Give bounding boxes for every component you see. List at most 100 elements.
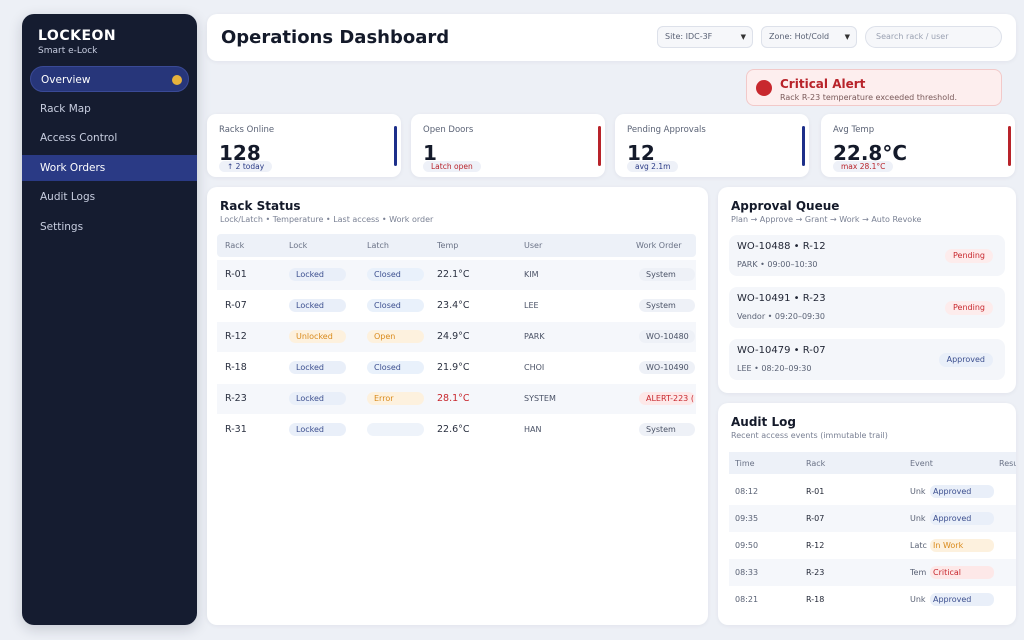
work-order-meta: PARK • 09:00–10:30 bbox=[737, 260, 818, 269]
approval-item[interactable]: WO-10479 • R-07 LEE • 08:20–09:30 Approved bbox=[729, 339, 1005, 380]
work-order-title: WO-10479 • R-07 bbox=[737, 345, 826, 356]
kpi-subtext: max 28.1°C bbox=[833, 161, 894, 172]
site-select[interactable]: Site: IDC-3F ▼ bbox=[657, 26, 753, 48]
sidebar-item-overview[interactable]: Overview bbox=[30, 66, 189, 92]
rack-id: R-01 bbox=[806, 487, 825, 496]
latch-status-badge bbox=[367, 423, 424, 436]
page-title: Operations Dashboard bbox=[221, 27, 450, 48]
rack-id: R-12 bbox=[225, 331, 247, 342]
kpi-card-avg-temp[interactable]: Avg Temp 22.8°C max 28.1°C bbox=[821, 114, 1015, 177]
sidebar-item-work-orders[interactable]: Work Orders bbox=[22, 154, 197, 181]
table-header: Rack Lock Latch Temp User Work Order bbox=[217, 234, 696, 257]
panel-title: Approval Queue bbox=[731, 199, 840, 213]
user-name: LEE bbox=[524, 301, 539, 310]
table-row[interactable]: 09:50 R-12 Latc In Work bbox=[729, 532, 1016, 559]
lock-status-badge: Locked bbox=[289, 392, 346, 405]
column-header[interactable]: Event bbox=[910, 459, 933, 468]
kpi-card-open-doors[interactable]: Open Doors 1 Latch open bbox=[411, 114, 605, 177]
site-select-value: Site: IDC-3F bbox=[665, 32, 713, 41]
table-row[interactable]: R-18 Locked Closed 21.9°C CHOI WO-10490 bbox=[217, 353, 696, 383]
table-row[interactable]: R-12 Unlocked Open 24.9°C PARK WO-10480 bbox=[217, 322, 696, 352]
user-name: SYSTEM bbox=[524, 394, 556, 403]
column-header[interactable]: Time bbox=[735, 459, 755, 468]
column-header[interactable]: Latch bbox=[367, 241, 389, 250]
alert-icon bbox=[756, 80, 772, 96]
status-badge: Pending bbox=[945, 301, 993, 315]
work-order-badge[interactable]: WO-10480 bbox=[639, 330, 695, 343]
panel-title: Audit Log bbox=[731, 415, 796, 429]
column-header[interactable]: Temp bbox=[437, 241, 459, 250]
temperature-value: 22.1°C bbox=[437, 269, 470, 280]
status-badge: Pending bbox=[945, 249, 993, 263]
user-name: KIM bbox=[524, 270, 539, 279]
temperature-value: 28.1°C bbox=[437, 393, 470, 404]
work-order-meta: Vendor • 09:20–09:30 bbox=[737, 312, 826, 321]
brand-subtitle: Smart e-Lock bbox=[38, 46, 98, 56]
table-row[interactable]: 08:33 R-23 Tem Critical bbox=[729, 559, 1016, 586]
result-badge: Approved bbox=[930, 485, 994, 498]
sidebar-item-settings[interactable]: Settings bbox=[22, 214, 197, 240]
lock-status-badge: Unlocked bbox=[289, 330, 346, 343]
work-order-badge[interactable]: System bbox=[639, 423, 695, 436]
rack-id: R-07 bbox=[806, 514, 825, 523]
user-name: PARK bbox=[524, 332, 545, 341]
work-order-badge[interactable]: WO-10490 bbox=[639, 361, 695, 374]
temperature-value: 24.9°C bbox=[437, 331, 470, 342]
table-row[interactable]: 08:12 R-01 Unk Approved bbox=[729, 478, 1016, 505]
event-time: 08:21 bbox=[735, 595, 759, 604]
column-header[interactable]: Work Order bbox=[636, 241, 682, 250]
table-row[interactable]: R-31 Locked 22.6°C HAN System bbox=[217, 415, 696, 445]
result-badge: In Work bbox=[930, 539, 994, 552]
status-dot-icon bbox=[172, 75, 182, 85]
kpi-subtext: Latch open bbox=[423, 161, 481, 172]
work-order-badge[interactable]: System bbox=[639, 299, 695, 312]
work-order-badge[interactable]: ALERT-223 ( bbox=[639, 392, 695, 405]
panel-subtitle: Recent access events (immutable trail) bbox=[731, 431, 888, 440]
column-header[interactable]: User bbox=[524, 241, 543, 250]
approval-item[interactable]: WO-10491 • R-23 Vendor • 09:20–09:30 Pendi… bbox=[729, 287, 1005, 328]
column-header[interactable]: Result bbox=[999, 459, 1016, 468]
sidebar-item-audit-logs[interactable]: Audit Logs bbox=[22, 184, 197, 210]
rack-id: R-23 bbox=[225, 393, 247, 404]
approval-item[interactable]: WO-10488 • R-12 PARK • 09:00–10:30 Pending bbox=[729, 235, 1005, 276]
zone-select[interactable]: Zone: Hot/Cold ▼ bbox=[761, 26, 857, 48]
panel-subtitle: Lock/Latch • Temperature • Last access •… bbox=[220, 215, 434, 224]
lock-status-badge: Locked bbox=[289, 423, 346, 436]
kpi-card-racks-online[interactable]: Racks Online 128 ↑ 2 today bbox=[207, 114, 401, 177]
column-header[interactable]: Lock bbox=[289, 241, 308, 250]
table-row[interactable]: 09:35 R-07 Unk Approved bbox=[729, 505, 1016, 532]
search-input[interactable]: Search rack / user bbox=[865, 26, 1002, 48]
table-row[interactable]: R-23 Locked Error 28.1°C SYSTEM ALERT-223 ( bbox=[217, 384, 696, 414]
sidebar-item-label: Rack Map bbox=[40, 102, 91, 115]
lock-status-badge: Locked bbox=[289, 299, 346, 312]
rack-id: R-23 bbox=[806, 568, 825, 577]
brand: LOCKEON Smart e-Lock bbox=[22, 28, 197, 56]
table-row[interactable]: R-07 Locked Closed 23.4°C LEE System bbox=[217, 291, 696, 321]
result-badge: Critical bbox=[930, 566, 994, 579]
critical-alert-banner[interactable]: Critical Alert Rack R-23 temperature exc… bbox=[746, 69, 1002, 106]
sidebar-item-rack-map[interactable]: Rack Map bbox=[22, 96, 197, 122]
latch-status-badge: Error bbox=[367, 392, 424, 405]
sidebar-item-label: Overview bbox=[41, 74, 91, 86]
rack-status-panel: Rack Status Lock/Latch • Temperature • L… bbox=[207, 187, 708, 625]
kpi-card-pending-approvals[interactable]: Pending Approvals 12 avg 2.1m bbox=[615, 114, 809, 177]
temperature-value: 23.4°C bbox=[437, 300, 470, 311]
kpi-subtext: avg 2.1m bbox=[627, 161, 679, 172]
event-time: 09:50 bbox=[735, 541, 759, 550]
event-type: Tem bbox=[910, 568, 927, 577]
status-badge: Approved bbox=[938, 353, 993, 367]
table-row[interactable]: 08:21 R-18 Unk Approved bbox=[729, 586, 1016, 613]
rack-id: R-31 bbox=[225, 424, 247, 435]
temperature-value: 22.6°C bbox=[437, 424, 470, 435]
column-header[interactable]: Rack bbox=[225, 241, 245, 250]
table-row[interactable]: R-01 Locked Closed 22.1°C KIM System bbox=[217, 260, 696, 290]
rack-id: R-01 bbox=[225, 269, 247, 280]
column-header[interactable]: Rack bbox=[806, 459, 826, 468]
brand-title: LOCKEON bbox=[38, 28, 117, 44]
user-name: CHOI bbox=[524, 363, 545, 372]
sidebar-item-access-control[interactable]: Access Control bbox=[22, 125, 197, 151]
kpi-accent-bar bbox=[1008, 126, 1011, 166]
kpi-label: Racks Online bbox=[219, 125, 275, 135]
result-badge: Approved bbox=[930, 512, 994, 525]
work-order-badge[interactable]: System bbox=[639, 268, 695, 281]
